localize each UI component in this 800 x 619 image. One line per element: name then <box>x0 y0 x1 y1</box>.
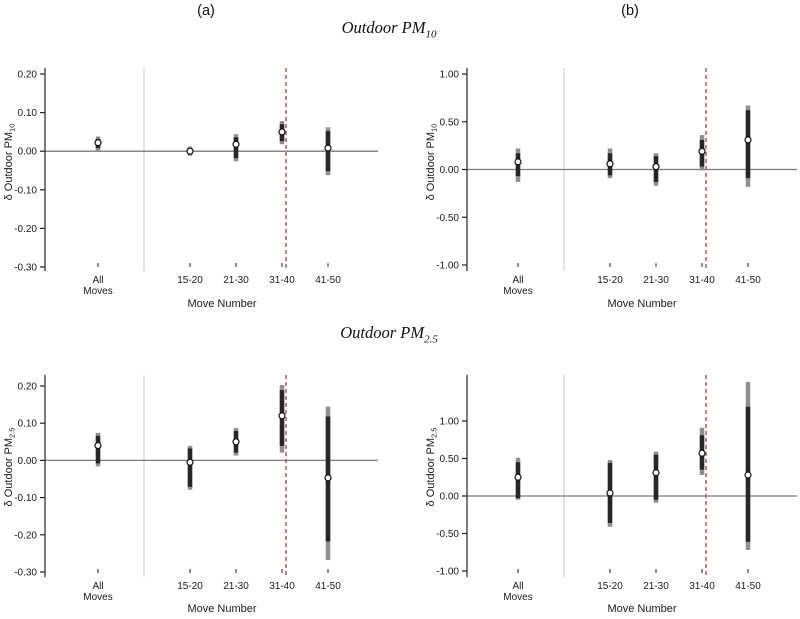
y-axis-title-text: δ Outdoor PM <box>3 438 15 506</box>
y-tick-label: 1.00 <box>440 70 460 81</box>
estimate-marker <box>514 158 522 166</box>
y-axis-title-text: δ Outdoor PM <box>425 438 437 506</box>
row-title-pm25-text: Outdoor PM <box>340 323 425 342</box>
x-category-label: Moves <box>503 286 532 297</box>
estimate-marker <box>324 474 332 482</box>
x-axis-title: Move Number <box>187 298 256 310</box>
estimate-marker <box>744 136 752 144</box>
y-axis-title-text: δ Outdoor PM <box>3 132 15 200</box>
y-tick-label: -0.20 <box>14 224 37 235</box>
x-category-label: All <box>92 581 103 592</box>
y-tick-label: 0.20 <box>18 70 38 81</box>
y-tick-label: 0.20 <box>18 382 38 393</box>
x-category-label: All <box>512 275 523 286</box>
estimate-marker <box>698 147 706 155</box>
estimate-marker <box>652 163 660 171</box>
estimate-marker <box>324 144 332 152</box>
row-title-pm25-subscript: 2.5 <box>424 333 438 346</box>
y-axis-title: δ Outdoor PM2.5 <box>425 428 439 507</box>
row-title-pm10-subscript: 10 <box>425 28 437 41</box>
y-tick-label: 0.00 <box>440 492 460 503</box>
estimate-marker <box>606 489 614 497</box>
estimate-marker <box>232 140 240 148</box>
x-category-label: All <box>512 581 523 592</box>
x-axis-title: Move Number <box>607 603 676 615</box>
x-axis-title: Move Number <box>607 298 676 310</box>
y-axis-title-subscript: 2.5 <box>430 428 439 438</box>
x-category-label: 31-40 <box>689 275 715 286</box>
y-tick-label: 0.00 <box>18 147 38 158</box>
y-axis-title: δ Outdoor PM10 <box>425 124 439 201</box>
x-category-label: Moves <box>83 592 112 603</box>
estimate-marker <box>278 128 286 136</box>
y-axis-title-subscript: 10 <box>430 124 439 132</box>
x-category-label: 41-50 <box>315 581 341 592</box>
y-axis-title-subscript: 10 <box>8 124 17 132</box>
y-tick-label: -0.50 <box>436 529 459 540</box>
y-tick-label: 0.50 <box>440 117 460 128</box>
x-category-label: 21-30 <box>643 275 669 286</box>
estimate-marker <box>652 469 660 477</box>
x-category-label: 15-20 <box>177 275 203 286</box>
y-axis-title-text: δ Outdoor PM <box>425 132 437 200</box>
x-category-label: 41-50 <box>315 275 341 286</box>
y-tick-label: -0.30 <box>14 568 37 579</box>
y-tick-label: 0.50 <box>440 454 460 465</box>
panel-label-a: (a) <box>197 3 215 19</box>
x-category-label: 15-20 <box>597 275 623 286</box>
y-tick-label: 0.10 <box>18 108 38 119</box>
y-tick-label: -0.50 <box>436 213 459 224</box>
y-axis-title: δ Outdoor PM10 <box>3 124 17 201</box>
y-tick-label: -0.20 <box>14 530 37 541</box>
x-axis-title: Move Number <box>187 603 256 615</box>
x-category-label: 21-30 <box>223 275 249 286</box>
y-tick-label: -1.00 <box>436 261 459 272</box>
x-category-label: Moves <box>83 286 112 297</box>
y-tick-label: 0.10 <box>18 419 38 430</box>
estimate-marker <box>744 471 752 479</box>
x-category-label: 31-40 <box>689 581 715 592</box>
x-category-label: 15-20 <box>177 581 203 592</box>
y-tick-label: -0.10 <box>14 185 37 196</box>
estimate-marker <box>514 473 522 481</box>
estimate-marker <box>606 160 614 168</box>
y-axis-title: δ Outdoor PM2.5 <box>3 428 17 507</box>
x-category-label: 21-30 <box>223 581 249 592</box>
row-title-pm10: Outdoor PM10 <box>342 18 437 40</box>
estimate-marker <box>232 438 240 446</box>
estimate-marker <box>186 458 194 466</box>
x-category-label: 31-40 <box>269 581 295 592</box>
panel-label-b: (b) <box>621 3 639 19</box>
estimate-marker <box>94 139 102 147</box>
row-title-pm25: Outdoor PM2.5 <box>340 323 438 345</box>
y-tick-label: -0.30 <box>14 263 37 274</box>
y-tick-label: -0.10 <box>14 493 37 504</box>
y-tick-label: 0.00 <box>18 456 38 467</box>
estimate-marker <box>278 412 286 420</box>
x-category-label: 41-50 <box>735 581 761 592</box>
y-tick-label: -1.00 <box>436 567 459 578</box>
y-tick-label: 0.00 <box>440 165 460 176</box>
x-category-label: 31-40 <box>269 275 295 286</box>
y-axis-title-subscript: 2.5 <box>8 428 17 438</box>
x-category-label: All <box>92 275 103 286</box>
estimate-marker <box>94 441 102 450</box>
y-tick-label: 1.00 <box>440 417 460 428</box>
estimate-marker <box>186 147 194 155</box>
x-category-label: 21-30 <box>643 581 669 592</box>
x-category-label: Moves <box>503 592 532 603</box>
row-title-pm10-text: Outdoor PM <box>341 18 426 37</box>
x-category-label: 15-20 <box>597 581 623 592</box>
x-category-label: 41-50 <box>735 275 761 286</box>
estimate-marker <box>698 449 706 457</box>
